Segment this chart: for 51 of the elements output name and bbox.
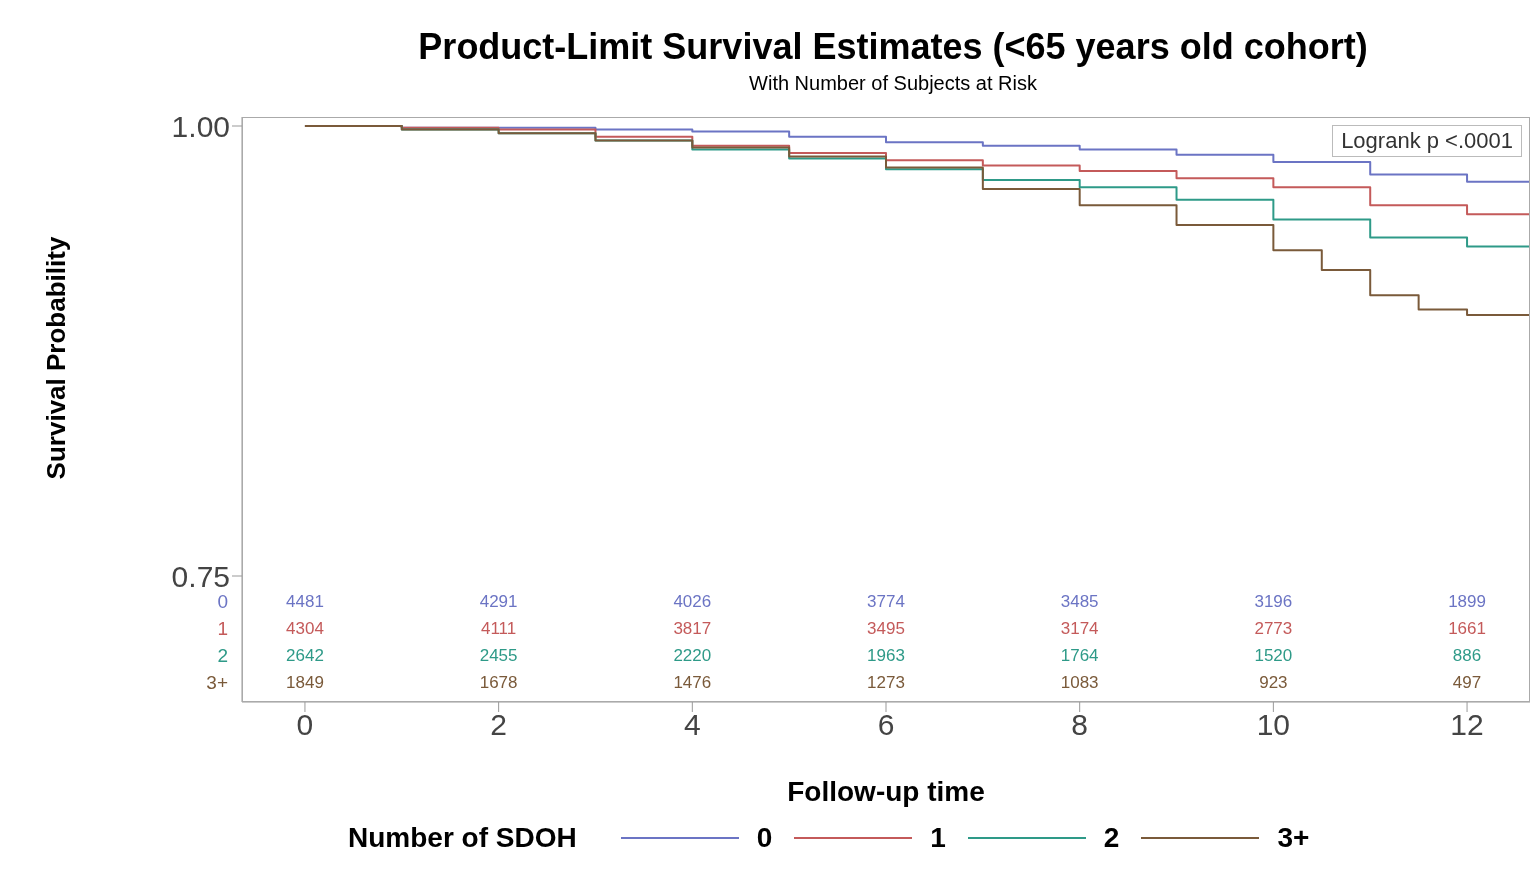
legend-label: 1 [930,822,946,854]
annotation: 1899 [1447,591,1487,613]
annotation: 1520 [1253,645,1294,667]
annotation: 3495 [866,618,906,640]
legend-label: 2 [1103,822,1120,854]
x-tick-label: 4 [683,708,701,742]
x-tick-label: 12 [1450,708,1484,742]
annotation: 1661 [1447,618,1487,640]
annotation: 4026 [672,591,713,613]
text: 1 [217,618,228,639]
chart-subtitle: With Number of Subjects at Risk [748,72,1038,95]
y-tick-label: 0.75 [171,559,230,593]
annotation: 1476 [672,672,713,694]
x-tick-label: 8 [1071,708,1089,742]
annotation: 2220 [672,645,713,667]
legend-label: 0 [756,822,773,854]
annotation: 3485 [1059,591,1100,613]
annotation: 1963 [866,645,906,667]
annotation: 497 [1451,672,1483,694]
y-tick-label: 1.00 [171,109,230,143]
annotation: 1273 [866,672,906,694]
annotation: 2773 [1253,618,1294,640]
annotation: 2455 [478,645,519,667]
chart-title: Product-Limit Survival Estimates (<65 years old cohort) [417,26,1369,68]
x-tick-label: 0 [296,708,314,742]
text: 2 [217,645,228,666]
text: 0 [217,591,228,612]
annotation: 4291 [478,591,519,613]
annotation: 1764 [1059,645,1100,667]
annotation: 3774 [866,591,906,613]
x-tick-label: 6 [877,708,895,742]
x-tick-label: 2 [490,708,507,742]
legend-title: Number of SDOH [348,822,577,854]
annotation: 1678 [478,672,519,694]
x-tick-label: 10 [1256,708,1291,742]
annotation: 886 [1451,645,1483,667]
annotation: 4111 [479,618,518,640]
annotation: 1083 [1059,672,1100,694]
annotation: 3196 [1253,591,1294,613]
y-axis-title: Survival Probability [40,236,72,480]
annotation: Logrank p <.0001 [1332,125,1522,157]
legend-label: 3+ [1277,822,1310,854]
annotation: 4481 [285,591,325,613]
annotation: 3174 [1059,618,1100,640]
annotation: 2642 [285,645,325,667]
text: 3+ [206,672,228,693]
annotation: 4304 [285,618,325,640]
x-axis-title: Follow-up time [786,776,986,808]
annotation: 3817 [672,618,713,640]
annotation: 923 [1258,672,1289,694]
annotation: 1849 [285,672,325,694]
